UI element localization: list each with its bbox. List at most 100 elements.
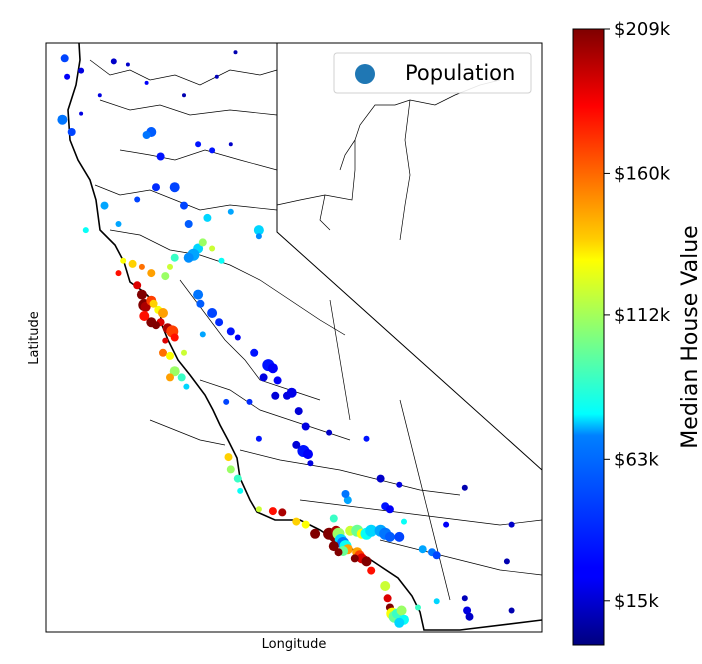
- data-point-32: [218, 257, 225, 264]
- data-point-62: [166, 373, 174, 382]
- data-point-141: [415, 604, 421, 611]
- data-point-84: [307, 460, 314, 467]
- legend-marker: [355, 64, 375, 84]
- data-point-16: [82, 227, 89, 234]
- data-point-35: [161, 272, 170, 281]
- colorbar-label: Median House Value: [678, 225, 702, 448]
- data-point-117: [384, 531, 395, 542]
- data-point-82: [303, 449, 313, 460]
- data-point-88: [255, 435, 262, 442]
- data-point-123: [418, 545, 427, 554]
- data-point-61: [177, 373, 186, 382]
- colorbar-gradient: [572, 28, 605, 646]
- data-point-91: [233, 474, 242, 483]
- data-point-143: [463, 606, 472, 615]
- data-point-147: [503, 558, 510, 565]
- data-point-38: [128, 259, 137, 268]
- scatter-points: [57, 50, 515, 628]
- data-point-90: [226, 465, 235, 474]
- data-point-74: [259, 373, 268, 382]
- data-point-21: [180, 201, 188, 210]
- data-point-23: [203, 213, 212, 222]
- colorbar-tick-label-0: $15k: [614, 591, 659, 612]
- colorbar-tick-label-2: $112k: [614, 305, 671, 326]
- data-point-95: [278, 508, 287, 517]
- data-point-146: [508, 607, 515, 614]
- data-point-85: [326, 429, 333, 436]
- data-point-7: [144, 80, 149, 85]
- data-point-125: [432, 551, 441, 560]
- data-point-145: [461, 595, 468, 602]
- data-point-149: [461, 484, 468, 491]
- data-point-114: [365, 524, 378, 537]
- data-point-1: [64, 73, 71, 80]
- data-point-71: [250, 348, 259, 357]
- data-point-157: [195, 141, 202, 148]
- data-point-63: [183, 383, 190, 390]
- data-point-87: [246, 398, 253, 405]
- data-point-22: [184, 220, 193, 228]
- x-axis-label: Longitude: [262, 637, 327, 652]
- data-point-97: [301, 520, 310, 529]
- data-point-26: [255, 233, 262, 240]
- colorbar: $15k $63k $112k $160k $209k Median House Val…: [572, 19, 702, 646]
- data-point-42: [136, 289, 147, 300]
- data-point-132: [380, 581, 391, 591]
- data-point-80: [301, 422, 310, 431]
- data-point-14: [233, 50, 238, 55]
- data-point-55: [170, 333, 179, 342]
- data-point-78: [271, 391, 280, 400]
- data-point-46: [149, 299, 158, 308]
- data-point-67: [207, 308, 218, 318]
- data-point-122: [401, 518, 407, 525]
- data-point-150: [443, 521, 450, 528]
- data-point-13: [228, 142, 233, 147]
- data-point-25: [253, 225, 264, 236]
- data-point-34: [167, 263, 173, 270]
- plot-frame: [45, 42, 543, 633]
- data-point-153: [341, 490, 350, 498]
- data-point-129: [361, 556, 372, 567]
- data-point-70: [234, 334, 241, 341]
- data-point-154: [329, 514, 338, 523]
- data-point-133: [383, 594, 392, 603]
- data-point-37: [138, 263, 145, 270]
- data-point-33: [170, 253, 179, 262]
- data-point-66: [196, 299, 205, 308]
- data-point-18: [134, 196, 141, 203]
- data-point-130: [350, 554, 359, 563]
- data-point-24: [227, 208, 234, 215]
- data-point-151: [363, 435, 370, 442]
- data-point-159: [110, 58, 117, 65]
- data-point-93: [255, 506, 262, 513]
- data-point-40: [115, 270, 122, 277]
- data-point-73: [267, 363, 278, 374]
- data-point-96: [292, 517, 301, 526]
- legend-entry-population: Population: [405, 61, 515, 85]
- data-point-109: [328, 541, 339, 552]
- data-point-11: [214, 74, 219, 79]
- data-point-121: [396, 481, 403, 488]
- data-point-36: [147, 269, 156, 278]
- data-point-77: [286, 387, 297, 398]
- data-point-58: [166, 351, 174, 360]
- data-point-65: [193, 289, 204, 300]
- data-point-138: [396, 605, 407, 616]
- colorbar-tick-label-3: $160k: [614, 163, 671, 184]
- data-point-4: [79, 111, 84, 116]
- data-point-144: [465, 612, 474, 621]
- data-point-60: [169, 366, 180, 377]
- data-point-75: [273, 376, 282, 385]
- colorbar-tick-label-4: $209k: [614, 19, 671, 40]
- data-point-92: [237, 487, 244, 494]
- legend-box: [333, 52, 532, 94]
- data-point-155: [376, 474, 385, 483]
- data-point-17: [115, 221, 122, 227]
- data-point-10: [182, 93, 186, 98]
- data-point-0: [60, 54, 69, 63]
- data-point-29: [183, 252, 194, 263]
- plot-area: [46, 43, 542, 632]
- data-point-15: [100, 201, 109, 210]
- data-point-3: [67, 128, 76, 136]
